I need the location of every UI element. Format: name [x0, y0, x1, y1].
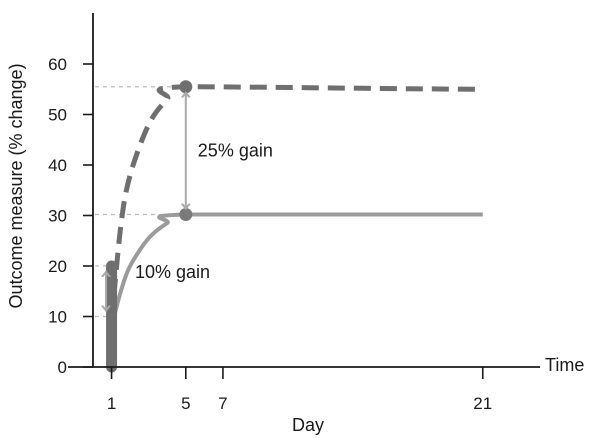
y-tick-label-0: 0: [58, 358, 67, 377]
marker-point-0: [179, 80, 193, 94]
axes: 0 10 20 30 40 50 60 1 5 7 21: [48, 13, 540, 413]
y-tick-label-30: 30: [48, 207, 67, 226]
x-tick-label-7: 7: [218, 394, 227, 413]
y-tick-label-60: 60: [48, 55, 67, 74]
x-tick-label-1: 1: [107, 394, 116, 413]
gain-label-0: 25% gain: [198, 141, 273, 161]
solid-series-line: [109, 212, 483, 328]
y-axis-label: Outcome measure (% change): [6, 63, 26, 308]
dashed-series-line: [109, 84, 483, 322]
y-tick-label-10: 10: [48, 308, 67, 327]
x-tick-label-5: 5: [181, 394, 190, 413]
series-layer: [106, 80, 483, 373]
x-tick-label-21: 21: [473, 394, 492, 413]
y-tick-label-20: 20: [48, 257, 67, 276]
gain-label-1: 10% gain: [135, 262, 210, 282]
y-tick-label-50: 50: [48, 106, 67, 125]
marker-point-1: [179, 207, 193, 221]
gain-arrows: 25% gain 10% gain: [106, 93, 273, 311]
labels: Outcome measure (% change) Day Time: [6, 63, 584, 435]
x-axis-label: Day: [292, 415, 324, 435]
y-tick-label-40: 40: [48, 156, 67, 175]
x-axis-end-label: Time: [545, 355, 584, 375]
